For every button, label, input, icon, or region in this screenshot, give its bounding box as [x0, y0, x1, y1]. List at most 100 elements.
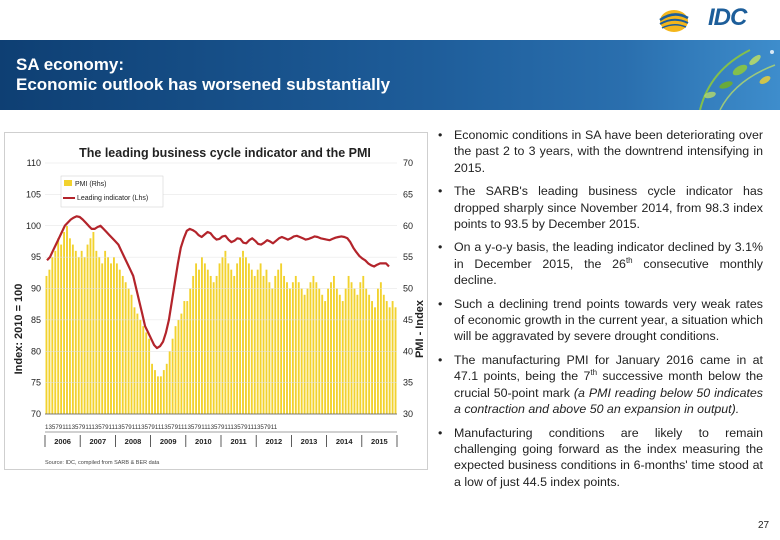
- pmi-bar: [239, 257, 242, 414]
- bullet-item: • Manufacturing conditions are likely to …: [438, 425, 763, 489]
- pmi-bar: [277, 269, 280, 414]
- pmi-bar: [247, 263, 250, 414]
- pmi-bar: [77, 257, 80, 414]
- left-tick-label: 90: [31, 284, 41, 294]
- pmi-bar: [262, 275, 265, 414]
- pmi-bar: [359, 282, 362, 414]
- bullet-item: • The SARB's leading business cycle indic…: [438, 184, 763, 232]
- pmi-bar: [48, 269, 51, 414]
- pmi-bar: [218, 263, 221, 414]
- pmi-bar: [242, 250, 244, 414]
- pmi-bar: [250, 269, 253, 414]
- pmi-bar: [212, 282, 215, 414]
- pmi-bar: [118, 269, 121, 414]
- page-title: SA economy: Economic outlook has worsene…: [16, 55, 391, 94]
- leading-indicator-line: [46, 215, 390, 350]
- pmi-bar: [174, 326, 177, 414]
- pmi-bar: [89, 238, 92, 414]
- page-number: 27: [758, 520, 770, 531]
- pmi-bar: [54, 250, 57, 414]
- pmi-bar: [156, 376, 159, 414]
- chart-panel: The leading business cycle indicator and…: [4, 132, 428, 470]
- right-tick-label: 55: [403, 252, 413, 262]
- left-tick-label: 70: [31, 409, 41, 419]
- pmi-bar: [280, 263, 283, 414]
- pmi-bar: [227, 263, 230, 414]
- pmi-bar: [57, 238, 60, 414]
- legend-pmi-label: PMI (Rhs): [75, 181, 107, 188]
- pmi-bar: [60, 244, 63, 414]
- right-tick-label: 50: [403, 284, 413, 294]
- pmi-bar: [98, 257, 101, 414]
- year-label: 2011: [230, 437, 246, 446]
- year-label: 2012: [265, 437, 282, 446]
- left-axis-label: Index: 2010 = 100: [13, 284, 25, 375]
- pmi-bar: [107, 257, 110, 414]
- pmi-bar: [347, 275, 350, 414]
- pmi-bar: [95, 250, 98, 414]
- pmi-bar: [338, 294, 341, 414]
- left-tick-label: 100: [26, 221, 41, 231]
- pmi-bar: [321, 294, 324, 414]
- pmi-bar: [253, 275, 256, 414]
- pmi-bar: [368, 294, 371, 414]
- pmi-bar: [265, 269, 268, 414]
- pmi-bar: [224, 250, 227, 414]
- year-label: 2013: [301, 437, 318, 446]
- pmi-bar: [86, 244, 89, 414]
- pmi-bar: [286, 282, 288, 414]
- right-tick-label: 35: [403, 378, 413, 388]
- pmi-bar: [215, 275, 218, 414]
- pmi-bar: [183, 301, 186, 414]
- pmi-bar: [139, 319, 142, 414]
- pmi-bar: [192, 275, 195, 414]
- bullet-glyph: •: [438, 184, 443, 199]
- pmi-bar: [394, 307, 397, 414]
- pmi-bar: [74, 250, 77, 414]
- pmi-bar: [203, 263, 206, 414]
- pmi-bar: [101, 263, 104, 414]
- pmi-bar: [297, 282, 300, 414]
- pmi-bar: [177, 319, 180, 414]
- pmi-bar: [162, 370, 165, 414]
- pmi-bar: [230, 269, 233, 414]
- year-label: 2006: [54, 437, 71, 446]
- pmi-bar: [374, 307, 376, 414]
- pmi-bar: [83, 257, 86, 414]
- pmi-bar: [206, 269, 209, 414]
- pmi-bar: [259, 263, 262, 414]
- pmi-bar: [309, 282, 312, 414]
- pmi-bar: [341, 301, 344, 414]
- pmi-bar: [221, 257, 224, 414]
- pmi-bar: [324, 301, 327, 414]
- month-tick-labels: 1357911135791113579111357911135791113579…: [45, 424, 278, 431]
- right-tick-label: 65: [403, 189, 413, 199]
- left-tick-label: 75: [31, 378, 41, 388]
- right-tick-label: 30: [403, 409, 413, 419]
- legend-pmi-swatch: [64, 180, 72, 186]
- pmi-bar: [291, 282, 294, 414]
- pmi-bar: [112, 257, 115, 414]
- pmi-bar: [332, 275, 335, 414]
- bullet-glyph: •: [438, 352, 443, 367]
- pmi-bar: [92, 232, 95, 414]
- pmi-bar: [236, 263, 239, 414]
- title-banner: SA economy: Economic outlook has worsene…: [0, 40, 780, 110]
- pmi-bar: [350, 282, 353, 414]
- pmi-bar: [151, 363, 154, 414]
- pmi-bar: [159, 376, 162, 414]
- right-tick-label: 70: [403, 158, 413, 168]
- pmi-bar: [391, 301, 394, 414]
- chart-legend: PMI (Rhs) Leading indicator (Lhs): [60, 175, 164, 208]
- pmi-bar: [244, 257, 247, 414]
- pmi-bar: [379, 282, 382, 414]
- pmi-bar: [133, 307, 136, 414]
- pmi-bar: [385, 301, 388, 414]
- pmi-bar: [63, 232, 66, 414]
- pmi-bar: [303, 294, 306, 414]
- pmi-bar: [256, 269, 259, 414]
- pmi-bar: [130, 294, 133, 414]
- pmi-bar: [198, 269, 200, 414]
- leaf-decoration-icon: [699, 49, 776, 110]
- pmi-bar: [80, 250, 83, 414]
